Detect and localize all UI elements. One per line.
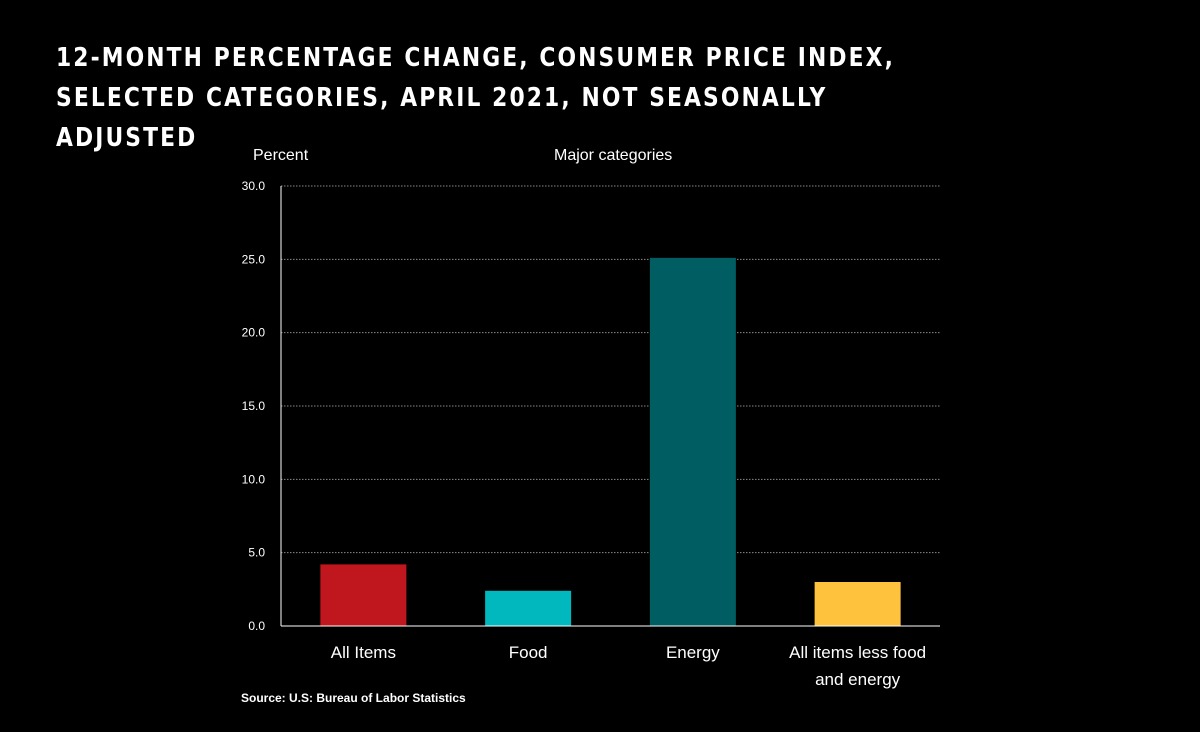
source-note: Source: U.S: Bureau of Labor Statistics [241,691,466,705]
x-tick-labels: All Items Food Energy All items less food an… [331,643,926,689]
x-tick-label: All items less food and energy [789,643,926,689]
y-tick-label: 20.0 [242,326,266,340]
y-tick-label: 5.0 [248,546,265,560]
bar [485,590,572,626]
y-tick-label: 25.0 [242,252,266,266]
x-tick-label: Food [509,643,548,662]
axes [280,186,940,627]
y-tick-label: 0.0 [248,619,265,633]
y-tick-label: 10.0 [242,472,266,486]
bar [814,582,901,626]
y-tick-label: 30.0 [242,179,266,193]
y-tick-labels: 0.0 5.0 10.0 15.0 20.0 25.0 30.0 [242,179,266,633]
y-axis-label: Percent [253,147,309,164]
bars [320,257,901,626]
x-tick-label: All Items [331,643,396,662]
chart-title: 12-MONTH PERCENTAGE CHANGE, CONSUMER PRI… [56,43,895,153]
x-tick-label: Energy [666,643,720,662]
chart-subtitle: Major categories [554,147,672,164]
gridlines [281,185,940,554]
y-tick-label: 15.0 [242,399,266,413]
bar [649,257,736,626]
bar [320,564,407,626]
